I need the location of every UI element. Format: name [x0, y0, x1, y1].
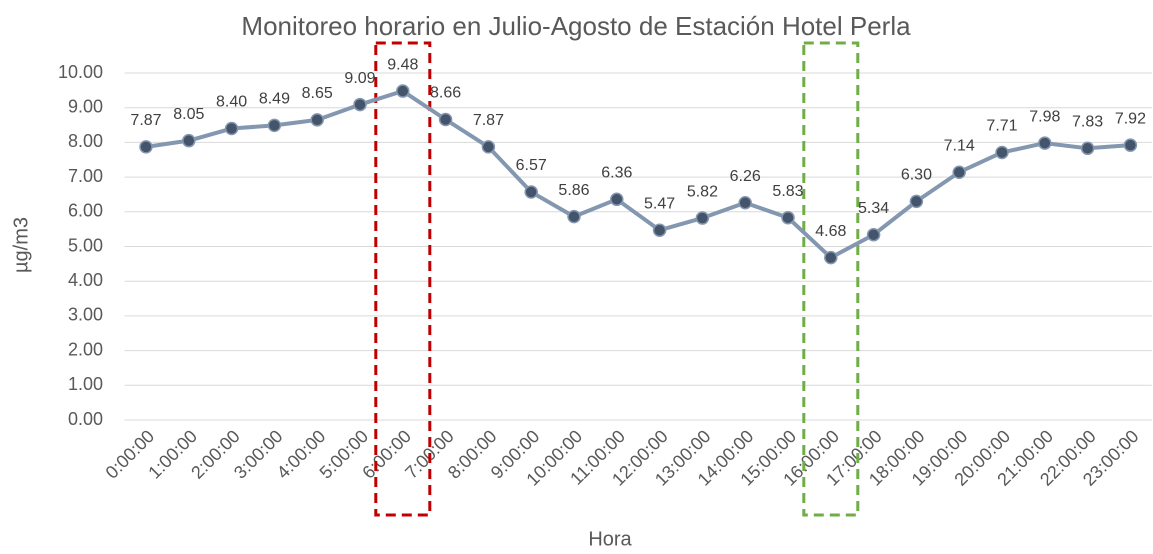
- data-point: [567, 209, 581, 224]
- data-point: [139, 140, 153, 154]
- data-label: 7.83: [1072, 114, 1103, 131]
- data-point: [267, 118, 282, 133]
- data-point: [738, 196, 752, 210]
- y-tick-label: 1.00: [68, 374, 103, 394]
- data-label: 8.66: [430, 85, 461, 102]
- data-line: [145, 89, 1131, 260]
- data-label: 8.40: [216, 94, 247, 111]
- data-label: 6.57: [516, 157, 547, 174]
- data-label: 8.49: [259, 91, 290, 108]
- data-label: 7.87: [473, 112, 504, 129]
- data-point: [481, 140, 496, 154]
- data-label: 5.47: [644, 195, 675, 212]
- data-point: [524, 185, 538, 199]
- y-tick-label: 10.00: [58, 62, 103, 82]
- data-point: [652, 223, 667, 237]
- data-label: 5.82: [687, 183, 718, 200]
- data-label: 5.83: [772, 183, 803, 200]
- data-point: [353, 97, 367, 112]
- data-label: 7.98: [1029, 108, 1060, 125]
- data-label: 4.68: [815, 223, 846, 240]
- data-label: 8.65: [302, 85, 333, 102]
- y-tick-label: 0.00: [68, 409, 103, 429]
- data-point: [995, 145, 1009, 160]
- data-label: 8.05: [173, 106, 204, 123]
- data-label: 5.86: [558, 182, 589, 199]
- data-label: 7.92: [1115, 110, 1146, 127]
- data-point: [952, 165, 966, 179]
- data-point: [310, 113, 324, 127]
- x-axis-label: Hora: [588, 528, 632, 550]
- data-point: [695, 211, 710, 225]
- y-axis-label: µg/m3: [10, 217, 32, 273]
- data-point: [610, 192, 624, 207]
- data-point: [1123, 138, 1138, 152]
- data-point: [438, 112, 453, 127]
- data-label: 9.48: [387, 56, 418, 73]
- data-label: 7.87: [130, 112, 161, 129]
- data-label: 7.71: [986, 118, 1017, 135]
- data-point: [1080, 141, 1095, 156]
- data-point: [866, 227, 881, 242]
- data-point: [182, 133, 196, 148]
- y-tick-label: 5.00: [68, 235, 103, 255]
- y-tick-label: 6.00: [68, 201, 103, 221]
- data-point: [1038, 136, 1052, 150]
- data-point: [824, 250, 838, 265]
- y-tick-label: 4.00: [68, 270, 103, 290]
- data-label: 6.26: [730, 168, 761, 185]
- y-tick-label: 2.00: [68, 339, 103, 359]
- data-point: [224, 121, 239, 136]
- y-tick-label: 7.00: [68, 166, 103, 186]
- data-point: [396, 84, 410, 98]
- y-tick-label: 3.00: [68, 305, 103, 325]
- y-tick-label: 8.00: [68, 131, 103, 151]
- data-point: [909, 194, 924, 209]
- data-label: 5.34: [858, 200, 889, 217]
- data-label: 6.36: [601, 165, 632, 182]
- highlight-box: [802, 41, 860, 517]
- data-point: [781, 210, 795, 225]
- data-label: 9.09: [344, 70, 375, 87]
- highlight-box: [374, 41, 432, 517]
- data-label: 6.30: [901, 167, 932, 184]
- data-label: 7.14: [944, 137, 975, 154]
- chart-title: Monitoreo horario en Julio-Agosto de Est…: [241, 11, 911, 41]
- y-tick-label: 9.00: [68, 96, 103, 116]
